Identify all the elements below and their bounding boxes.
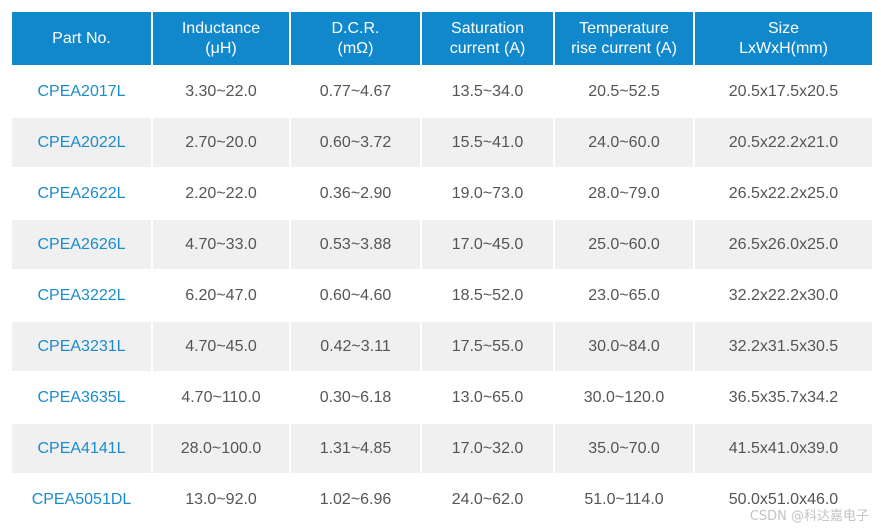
header-saturation-line2: current (A) [449, 39, 526, 57]
part-number-cell[interactable]: CPEA2022L [12, 118, 151, 167]
header-dcr-line2: (mΩ) [337, 39, 374, 57]
header-dcr: D.C.R. (mΩ) [291, 12, 420, 65]
size-cell: 32.2x31.5x30.5 [695, 322, 872, 371]
size-cell: 20.5x22.2x21.0 [695, 118, 872, 167]
temp-rise-cell: 20.5~52.5 [555, 67, 693, 116]
size-cell: 26.5x26.0x25.0 [695, 220, 872, 269]
dcr-cell: 0.60~3.72 [291, 118, 420, 167]
temp-rise-cell: 25.0~60.0 [555, 220, 693, 269]
dcr-cell: 0.53~3.88 [291, 220, 420, 269]
header-row: Part No. Inductance (μH) D.C.R. (mΩ) Sat… [12, 12, 872, 65]
size-cell: 50.0x51.0x46.0 [695, 475, 872, 524]
table-row: CPEA5051DL 13.0~92.0 1.02~6.96 24.0~62.0… [12, 475, 872, 524]
saturation-cell: 18.5~52.0 [422, 271, 553, 320]
header-saturation: Saturation current (A) [422, 12, 553, 65]
size-cell: 41.5x41.0x39.0 [695, 424, 872, 473]
saturation-cell: 15.5~41.0 [422, 118, 553, 167]
inductance-cell: 3.30~22.0 [153, 67, 289, 116]
size-cell: 32.2x22.2x30.0 [695, 271, 872, 320]
header-size: Size LxWxH(mm) [695, 12, 872, 65]
temp-rise-cell: 28.0~79.0 [555, 169, 693, 218]
table-row: CPEA3635L 4.70~110.0 0.30~6.18 13.0~65.0… [12, 373, 872, 422]
part-number-cell[interactable]: CPEA3222L [12, 271, 151, 320]
part-number-cell[interactable]: CPEA2017L [12, 67, 151, 116]
inductance-cell: 2.20~22.0 [153, 169, 289, 218]
temp-rise-cell: 35.0~70.0 [555, 424, 693, 473]
saturation-cell: 24.0~62.0 [422, 475, 553, 524]
table-row: CPEA4141L 28.0~100.0 1.31~4.85 17.0~32.0… [12, 424, 872, 473]
inductance-cell: 6.20~47.0 [153, 271, 289, 320]
header-inductance: Inductance (μH) [153, 12, 289, 65]
part-number-cell[interactable]: CPEA2622L [12, 169, 151, 218]
header-size-line1: Size [767, 19, 800, 37]
dcr-cell: 0.30~6.18 [291, 373, 420, 422]
table-row: CPEA2626L 4.70~33.0 0.53~3.88 17.0~45.0 … [12, 220, 872, 269]
temp-rise-cell: 24.0~60.0 [555, 118, 693, 167]
header-inductance-line2: (μH) [205, 39, 237, 57]
inductance-cell: 4.70~110.0 [153, 373, 289, 422]
header-part-no-line1: Part No. [52, 29, 111, 47]
dcr-cell: 0.60~4.60 [291, 271, 420, 320]
part-number-cell[interactable]: CPEA3231L [12, 322, 151, 371]
watermark: CSDN @科达嘉电子 [749, 509, 869, 524]
header-temp-rise: Temperature rise current (A) [555, 12, 693, 65]
part-number-cell[interactable]: CPEA3635L [12, 373, 151, 422]
inductance-cell: 13.0~92.0 [153, 475, 289, 524]
table-row: CPEA3231L 4.70~45.0 0.42~3.11 17.5~55.0 … [12, 322, 872, 371]
dcr-cell: 0.77~4.67 [291, 67, 420, 116]
saturation-cell: 17.0~45.0 [422, 220, 553, 269]
header-temp-rise-line1: Temperature [579, 19, 669, 37]
inductance-cell: 28.0~100.0 [153, 424, 289, 473]
table-body: CPEA2017L 3.30~22.0 0.77~4.67 13.5~34.0 … [12, 67, 872, 524]
table-row: CPEA3222L 6.20~47.0 0.60~4.60 18.5~52.0 … [12, 271, 872, 320]
size-cell: 26.5x22.2x25.0 [695, 169, 872, 218]
table-row: CPEA2017L 3.30~22.0 0.77~4.67 13.5~34.0 … [12, 67, 872, 116]
part-number-cell[interactable]: CPEA2626L [12, 220, 151, 269]
saturation-cell: 17.5~55.0 [422, 322, 553, 371]
header-saturation-line1: Saturation [451, 19, 524, 37]
table-row: CPEA2022L 2.70~20.0 0.60~3.72 15.5~41.0 … [12, 118, 872, 167]
dcr-cell: 0.36~2.90 [291, 169, 420, 218]
saturation-cell: 19.0~73.0 [422, 169, 553, 218]
spec-table: Part No. Inductance (μH) D.C.R. (mΩ) Sat… [10, 10, 874, 526]
table-header: Part No. Inductance (μH) D.C.R. (mΩ) Sat… [12, 12, 872, 65]
inductance-cell: 4.70~45.0 [153, 322, 289, 371]
part-number-cell[interactable]: CPEA4141L [12, 424, 151, 473]
table-row: CPEA2622L 2.20~22.0 0.36~2.90 19.0~73.0 … [12, 169, 872, 218]
temp-rise-cell: 30.0~84.0 [555, 322, 693, 371]
temp-rise-cell: 51.0~114.0 [555, 475, 693, 524]
part-number-cell[interactable]: CPEA5051DL [12, 475, 151, 524]
saturation-cell: 17.0~32.0 [422, 424, 553, 473]
saturation-cell: 13.0~65.0 [422, 373, 553, 422]
dcr-cell: 0.42~3.11 [291, 322, 420, 371]
inductance-cell: 2.70~20.0 [153, 118, 289, 167]
header-size-line2: LxWxH(mm) [739, 39, 828, 57]
size-cell: 20.5x17.5x20.5 [695, 67, 872, 116]
dcr-cell: 1.31~4.85 [291, 424, 420, 473]
size-cell: 36.5x35.7x34.2 [695, 373, 872, 422]
header-dcr-line1: D.C.R. [331, 19, 380, 37]
saturation-cell: 13.5~34.0 [422, 67, 553, 116]
dcr-cell: 1.02~6.96 [291, 475, 420, 524]
header-temp-rise-line2: rise current (A) [571, 39, 677, 57]
temp-rise-cell: 30.0~120.0 [555, 373, 693, 422]
header-inductance-line1: Inductance [181, 19, 261, 37]
inductance-cell: 4.70~33.0 [153, 220, 289, 269]
temp-rise-cell: 23.0~65.0 [555, 271, 693, 320]
header-part-no: Part No. [12, 12, 151, 65]
